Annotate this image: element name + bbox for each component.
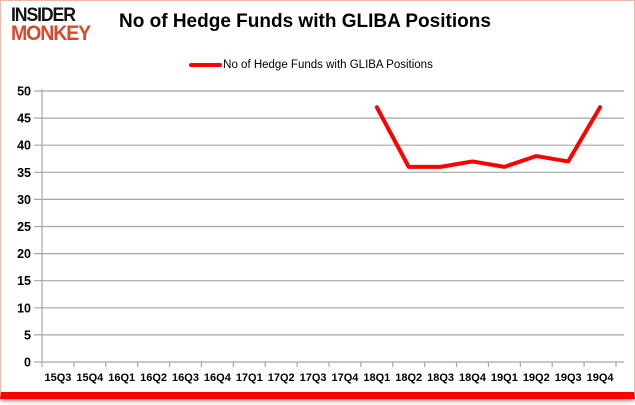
x-axis-tick-label: 18Q4	[459, 372, 487, 384]
x-axis-tick-label: 16Q4	[204, 372, 232, 384]
y-axis-tick-label: 30	[17, 193, 31, 207]
x-axis-tick-label: 17Q4	[331, 372, 359, 384]
y-axis-tick-label: 40	[17, 139, 31, 153]
x-axis-tick-label: 17Q2	[268, 372, 295, 384]
y-axis-tick-label: 20	[17, 247, 31, 261]
y-axis-tick-label: 50	[17, 85, 31, 99]
y-axis-tick-label: 15	[17, 274, 31, 288]
x-axis-tick-label: 15Q4	[76, 372, 104, 384]
x-axis-tick-label: 15Q3	[44, 372, 71, 384]
x-axis-tick-label: 19Q4	[587, 372, 615, 384]
x-axis-tick-label: 17Q1	[236, 372, 263, 384]
x-axis-tick-label: 19Q2	[523, 372, 550, 384]
x-axis-tick-label: 16Q3	[172, 372, 199, 384]
logo-line-monkey: MONKEY	[11, 22, 91, 45]
x-axis-tick-label: 19Q3	[555, 372, 582, 384]
insider-monkey-logo: INSIDER MONKEY	[11, 5, 91, 45]
y-axis-tick-label: 5	[24, 328, 31, 342]
x-axis-tick-label: 18Q3	[427, 372, 454, 384]
x-axis-tick-label: 16Q1	[108, 372, 135, 384]
x-axis-tick-label: 17Q3	[300, 372, 327, 384]
x-axis-tick-label: 16Q2	[140, 372, 167, 384]
page-title: No of Hedge Funds with GLIBA Positions	[119, 11, 491, 32]
y-axis-tick-label: 0	[24, 356, 31, 370]
series-line	[374, 105, 603, 169]
y-axis-tick-label: 35	[17, 166, 31, 180]
y-axis-tick-label: 10	[17, 301, 31, 315]
legend-label: No of Hedge Funds with GLIBA Positions	[223, 59, 433, 71]
y-axis-tick-label: 25	[17, 220, 31, 234]
y-axis-tick-label: 45	[17, 112, 31, 126]
x-axis-tick-label: 19Q1	[491, 372, 518, 384]
logo-line-insider: INSIDER	[11, 5, 76, 26]
x-axis-tick-label: 18Q2	[395, 372, 422, 384]
legend-line-swatch	[189, 63, 223, 67]
x-axis-tick-label: 18Q1	[363, 372, 390, 384]
legend: No of Hedge Funds with GLIBA Positions	[1, 57, 621, 73]
